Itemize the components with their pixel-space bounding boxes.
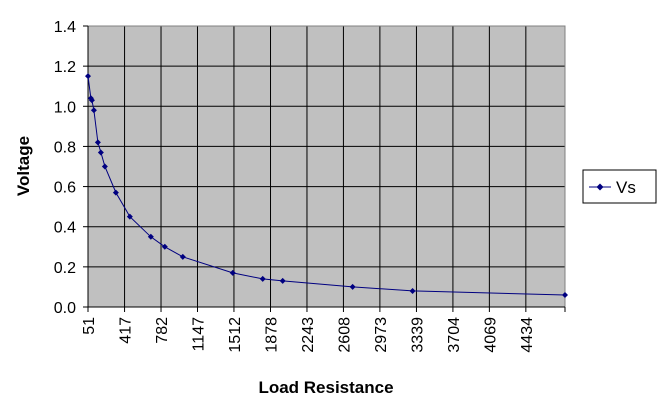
data-point (90, 107, 97, 114)
x-tick-label: 4434 (519, 317, 536, 353)
legend-marker (596, 183, 604, 191)
x-tick-label: 417 (118, 317, 135, 344)
data-point (279, 277, 286, 284)
legend: Vs (582, 169, 657, 204)
vertical-gridlines (124, 26, 527, 307)
legend-label: Vs (616, 178, 636, 197)
x-tick-label: 2973 (373, 317, 390, 353)
data-point (85, 73, 91, 80)
y-tick-label: 0.0 (54, 300, 76, 317)
y-tick-labels: 0.0 0.2 0.4 0.6 0.8 1.0 1.2 1.4 (54, 19, 76, 317)
data-point (259, 275, 266, 282)
y-tick-label: 1.4 (54, 19, 76, 36)
y-tick-label: 0.2 (54, 260, 76, 277)
y-tick-label: 1.2 (54, 59, 76, 76)
y-tick-label: 0.8 (54, 139, 76, 156)
data-point (409, 287, 416, 294)
data-point (147, 233, 154, 240)
x-tick-labels: 51 417 782 1147 1512 1878 2243 2608 2973 3339 3704… (81, 317, 536, 353)
data-point (88, 97, 95, 104)
data-point (179, 253, 186, 260)
y-axis-title: Voltage (14, 136, 33, 196)
data-point (349, 283, 356, 290)
data-point (94, 139, 101, 146)
x-tick-label: 3339 (409, 317, 426, 353)
x-tick-label: 2243 (300, 317, 317, 353)
data-point (97, 149, 104, 156)
x-tick-label: 1512 (227, 317, 244, 353)
data-point (126, 213, 133, 220)
x-tick-label: 1147 (190, 317, 207, 352)
y-tick-label: 0.4 (54, 220, 76, 237)
x-tick-label: 1878 (264, 317, 281, 353)
plot-area (87, 25, 566, 308)
data-point (101, 163, 108, 170)
series-layer (85, 73, 568, 298)
data-point (112, 189, 119, 196)
data-point (161, 243, 168, 250)
x-tick-label: 51 (81, 317, 98, 335)
axes (83, 25, 566, 312)
x-tick-label: 4069 (482, 317, 499, 353)
data-point (229, 269, 236, 276)
y-tick-label: 1.0 (54, 99, 76, 116)
x-tick-label: 782 (154, 317, 171, 344)
y-tick-label: 0.6 (54, 180, 76, 197)
x-axis-title: Load Resistance (258, 378, 393, 397)
x-tick-label: 2608 (336, 317, 353, 353)
data-point (562, 291, 568, 298)
x-tick-label: 3704 (446, 317, 463, 353)
